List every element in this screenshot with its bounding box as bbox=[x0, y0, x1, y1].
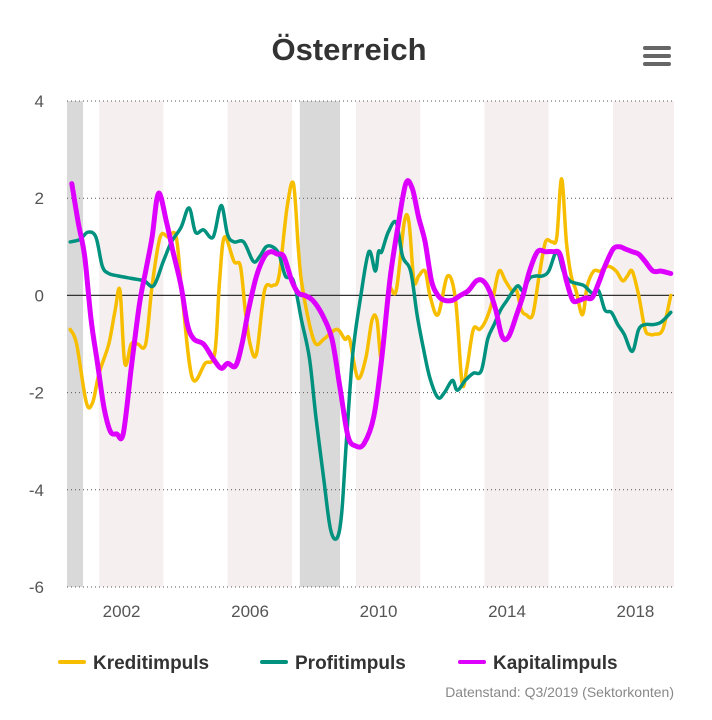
series-line-kapital[interactable] bbox=[69, 178, 674, 450]
menu-bar-middle bbox=[643, 54, 671, 58]
x-tick-label: 2006 bbox=[231, 602, 269, 621]
x-axis-labels: 2002 2006 2010 2014 2018 bbox=[103, 602, 655, 621]
y-tick-label: -2 bbox=[29, 384, 44, 403]
x-tick-label: 2014 bbox=[488, 602, 526, 621]
y-axis-labels: 4 2 0 -2 -4 -6 bbox=[29, 92, 44, 597]
y-tick-label: -4 bbox=[29, 481, 44, 500]
legend: Kreditimpuls Profitimpuls Kapitalimpuls bbox=[58, 653, 618, 674]
legend-label-profit: Profitimpuls bbox=[295, 653, 406, 674]
x-tick-label: 2010 bbox=[360, 602, 398, 621]
x-tick-label: 2018 bbox=[617, 602, 655, 621]
series-line-profit[interactable] bbox=[68, 203, 673, 541]
legend-item-kredit[interactable]: Kreditimpuls bbox=[58, 653, 209, 674]
plot-series bbox=[68, 177, 674, 541]
y-tick-label: -6 bbox=[29, 578, 44, 597]
legend-label-kredit: Kreditimpuls bbox=[93, 653, 209, 674]
shaded-period-3 bbox=[484, 101, 549, 587]
shaded-period-4 bbox=[612, 101, 674, 587]
legend-label-kapital: Kapitalimpuls bbox=[493, 653, 618, 674]
menu-bar-top bbox=[643, 46, 671, 50]
legend-item-profit[interactable]: Profitimpuls bbox=[260, 653, 406, 674]
y-tick-label: 2 bbox=[35, 189, 44, 208]
series-line-kredit[interactable] bbox=[68, 177, 673, 410]
y-tick-label: 0 bbox=[35, 286, 44, 305]
chart-title: Österreich bbox=[271, 32, 426, 67]
shaded-period-2 bbox=[356, 101, 421, 587]
data-credit: Datenstand: Q3/2019 (Sektorkonten) bbox=[445, 684, 674, 700]
menu-bar-bottom bbox=[643, 62, 671, 66]
y-tick-label: 4 bbox=[35, 92, 44, 111]
period-shading bbox=[67, 101, 674, 587]
hamburger-menu-icon[interactable] bbox=[643, 46, 671, 66]
legend-item-kapital[interactable]: Kapitalimpuls bbox=[458, 653, 618, 674]
x-tick-label: 2002 bbox=[103, 602, 141, 621]
